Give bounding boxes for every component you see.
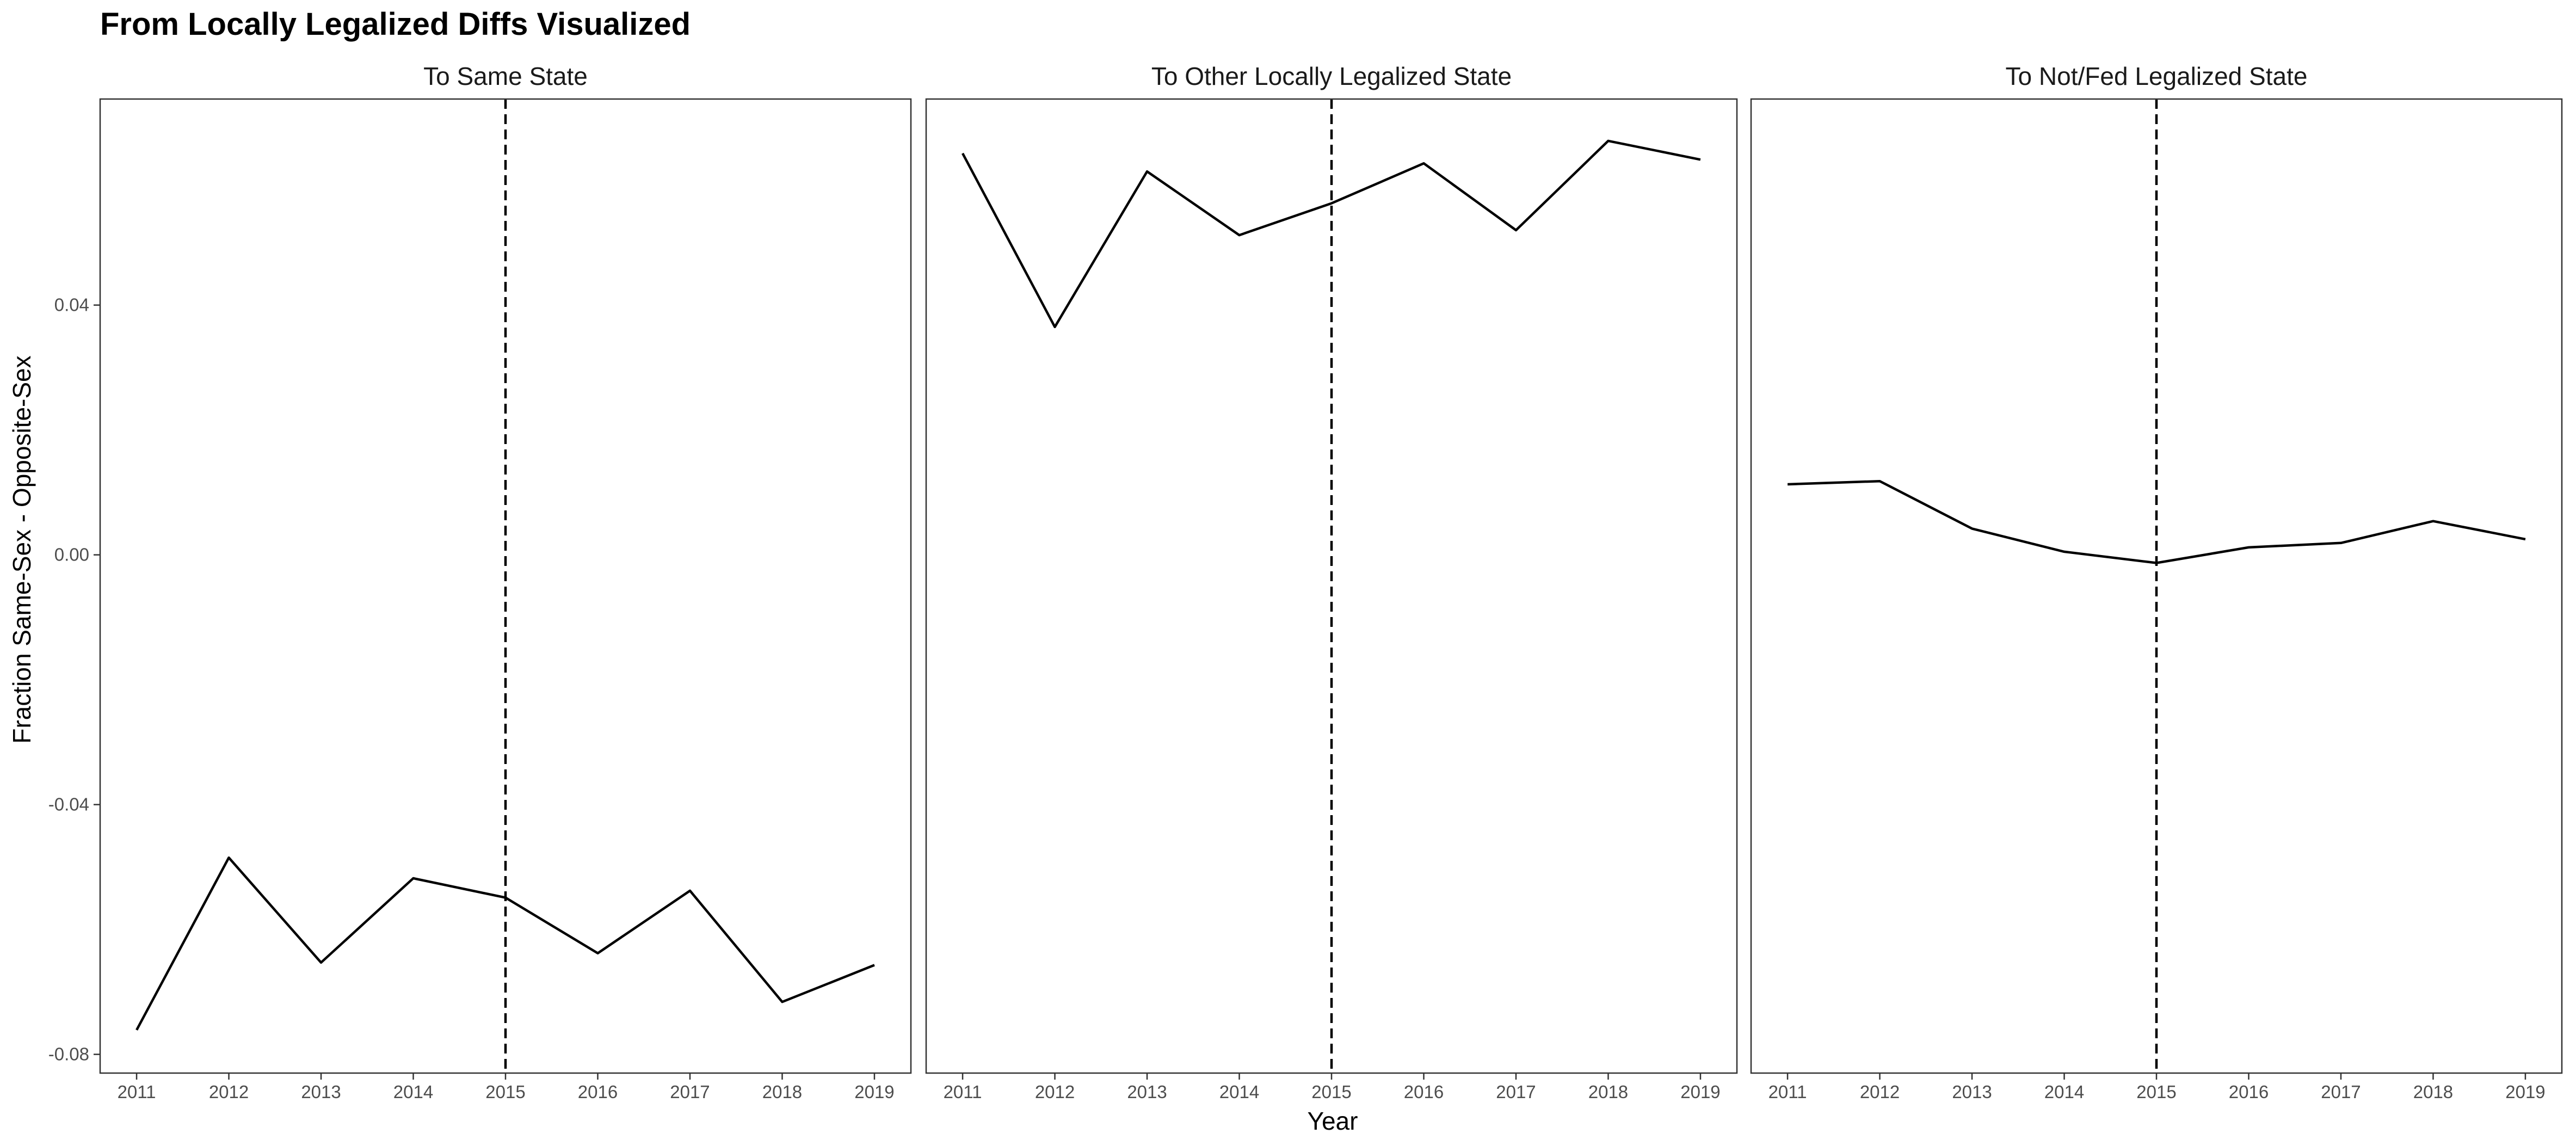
series-line xyxy=(1788,479,2526,564)
x-tick-label: 2017 xyxy=(670,1082,710,1102)
x-tick-label: 2017 xyxy=(2321,1082,2361,1102)
y-axis: -0.08 -0.04 0.00 0.04 xyxy=(48,295,100,1064)
panel-1: To Same State 2011 2012 2013 2014 2015 2016 201… xyxy=(99,62,912,1102)
x-tick-label: 2013 xyxy=(1952,1082,1992,1102)
x-tick-label: 2016 xyxy=(578,1082,618,1102)
x-axis-title: Year xyxy=(1308,1107,1358,1135)
y-tick-label: -0.04 xyxy=(48,794,89,815)
x-tick-label: 2013 xyxy=(301,1082,341,1102)
x-tick-label: 2011 xyxy=(944,1082,982,1102)
y-axis-title: Fraction Same-Sex - Opposite-Sex xyxy=(8,355,36,743)
x-tick-label: 2016 xyxy=(1404,1082,1444,1102)
series-line xyxy=(962,139,1701,329)
x-tick-label: 2015 xyxy=(485,1082,525,1102)
y-tick-label: 0.00 xyxy=(54,545,89,565)
panel-strip-label: To Not/Fed Legalized State xyxy=(2006,62,2308,90)
x-tick-label: 2012 xyxy=(1035,1082,1075,1102)
x-tick-label: 2019 xyxy=(1680,1082,1720,1102)
x-tick-label: 2014 xyxy=(1219,1082,1259,1102)
x-tick-label: 2011 xyxy=(118,1082,156,1102)
x-tick-label: 2016 xyxy=(2229,1082,2269,1102)
panel-3: To Not/Fed Legalized State 2011 2012 2013 20… xyxy=(1750,62,2563,1102)
y-tick-label: -0.08 xyxy=(48,1044,89,1064)
x-tick-label: 2018 xyxy=(1588,1082,1628,1102)
x-tick-label: 2015 xyxy=(1311,1082,1351,1102)
panel-strip-label: To Same State xyxy=(423,62,588,90)
x-tick-label: 2019 xyxy=(854,1082,894,1102)
panel-2: To Other Locally Legalized State 2011 2012… xyxy=(925,62,1738,1102)
x-tick-label: 2012 xyxy=(209,1082,249,1102)
panel-strip-label: To Other Locally Legalized State xyxy=(1151,62,1512,90)
x-tick-label: 2018 xyxy=(762,1082,802,1102)
x-tick-label: 2014 xyxy=(2044,1082,2084,1102)
x-tick-label: 2019 xyxy=(2505,1082,2545,1102)
panels: To Same State 2011 2012 2013 2014 2015 2016 201… xyxy=(99,62,2563,1102)
series-line xyxy=(135,856,875,1031)
x-tick-label: 2018 xyxy=(2413,1082,2453,1102)
y-tick-label: 0.04 xyxy=(54,295,89,315)
x-tick-label: 2015 xyxy=(2136,1082,2176,1102)
x-tick-label: 2012 xyxy=(1860,1082,1900,1102)
x-tick-label: 2011 xyxy=(1768,1082,1807,1102)
chart-title: From Locally Legalized Diffs Visualized xyxy=(100,7,691,42)
x-tick-label: 2013 xyxy=(1127,1082,1167,1102)
x-tick-label: 2014 xyxy=(393,1082,433,1102)
x-tick-label: 2017 xyxy=(1496,1082,1536,1102)
